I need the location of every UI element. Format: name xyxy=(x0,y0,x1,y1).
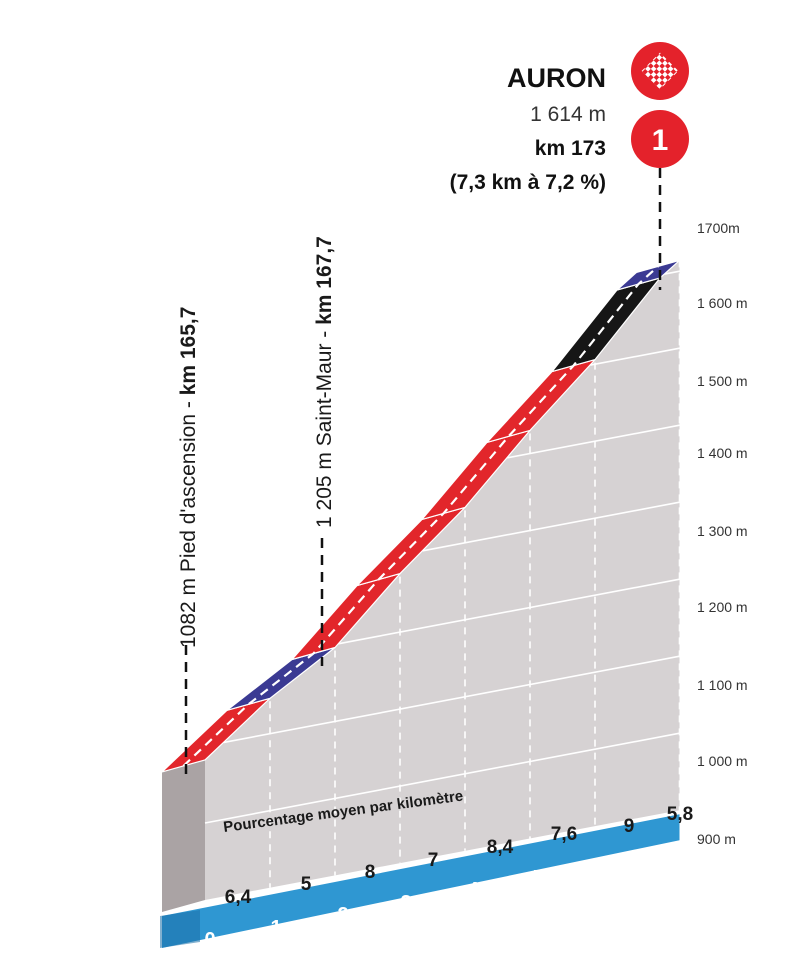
grade-label: 7,6 xyxy=(551,824,577,845)
km-label: 3 xyxy=(400,892,411,914)
y-tick-label: 1 000 m xyxy=(697,753,748,769)
marker-separator: - xyxy=(313,325,336,344)
km-label: 1 xyxy=(270,917,281,939)
grade-label: 8,4 xyxy=(487,837,514,858)
y-tick-label: 1 500 m xyxy=(697,373,748,389)
finish-name: AURON xyxy=(507,63,606,93)
marker-altitude: 1082 m xyxy=(177,578,200,648)
km-label: 0 xyxy=(204,929,215,951)
marker-name: Pied d'ascension xyxy=(177,414,200,572)
grade-label: 9 xyxy=(624,816,635,837)
altitude-gridline xyxy=(507,422,688,459)
marker-km: km 167,7 xyxy=(313,236,336,325)
grade-label: 8 xyxy=(365,862,376,883)
category-badge-icon: 1 xyxy=(631,110,689,168)
km-labels: 0 1 2 3 4 5 6 7 xyxy=(204,843,672,951)
y-tick-label: 900 m xyxy=(697,831,736,847)
marker-separator: - xyxy=(177,395,200,414)
altitude-gridline xyxy=(664,268,688,275)
km-label: 2 xyxy=(337,904,348,926)
grade-labels: 6,4 5 8 7 8,4 7,6 9 5,8 xyxy=(225,804,693,908)
marker-altitude: 1 205 m xyxy=(313,452,336,528)
profile-wall-face xyxy=(205,260,680,900)
y-tick-label: 1 200 m xyxy=(697,599,748,615)
altitude-axis: 900 m 1 000 m 1 100 m 1 200 m 1 300 m 1 … xyxy=(697,220,748,847)
km-strip xyxy=(162,814,680,948)
km-strip-shade xyxy=(160,910,200,948)
altitude-gridline xyxy=(223,653,688,744)
category-number: 1 xyxy=(652,124,669,157)
y-tick-label: 1 100 m xyxy=(697,677,748,693)
km-label: 5 xyxy=(532,867,543,889)
km-label: 7 xyxy=(661,843,672,865)
km-base-strip xyxy=(160,814,680,948)
y-tick-label: 1 600 m xyxy=(697,295,748,311)
marker-label-start: 1082 m Pied d'ascension - km 165,7 xyxy=(177,307,200,648)
km-label: 6 xyxy=(597,855,608,877)
altitude-gridline xyxy=(590,345,688,366)
y-tick-label: 1 400 m xyxy=(697,445,748,461)
finish-altitude: 1 614 m xyxy=(530,103,606,126)
finish-km: km 173 xyxy=(535,137,606,160)
profile-ribbon xyxy=(161,259,680,773)
altitude-gridline xyxy=(338,576,688,645)
ribbon-centerline xyxy=(182,265,659,767)
finish-climb-stats: (7,3 km à 7,2 %) xyxy=(450,171,606,194)
profile-front-face xyxy=(162,759,205,912)
altitude-gridline xyxy=(204,730,688,824)
profile-wall xyxy=(162,260,688,912)
altitude-gridline xyxy=(422,499,688,552)
km-label: 4 xyxy=(467,879,479,901)
grade-label: 7 xyxy=(428,850,439,871)
grade-label: 5 xyxy=(301,874,312,895)
grade-label: 6,4 xyxy=(225,887,252,908)
y-tick-label: 1700m xyxy=(697,220,740,236)
marker-name: Saint-Maur xyxy=(313,344,336,447)
y-tick-label: 1 300 m xyxy=(697,523,748,539)
grade-label: 5,8 xyxy=(667,804,693,825)
marker-label-saint-maur: 1 205 m Saint-Maur - km 167,7 xyxy=(313,236,336,528)
checkered-flag-icon xyxy=(631,42,689,100)
marker-km: km 165,7 xyxy=(177,307,200,396)
